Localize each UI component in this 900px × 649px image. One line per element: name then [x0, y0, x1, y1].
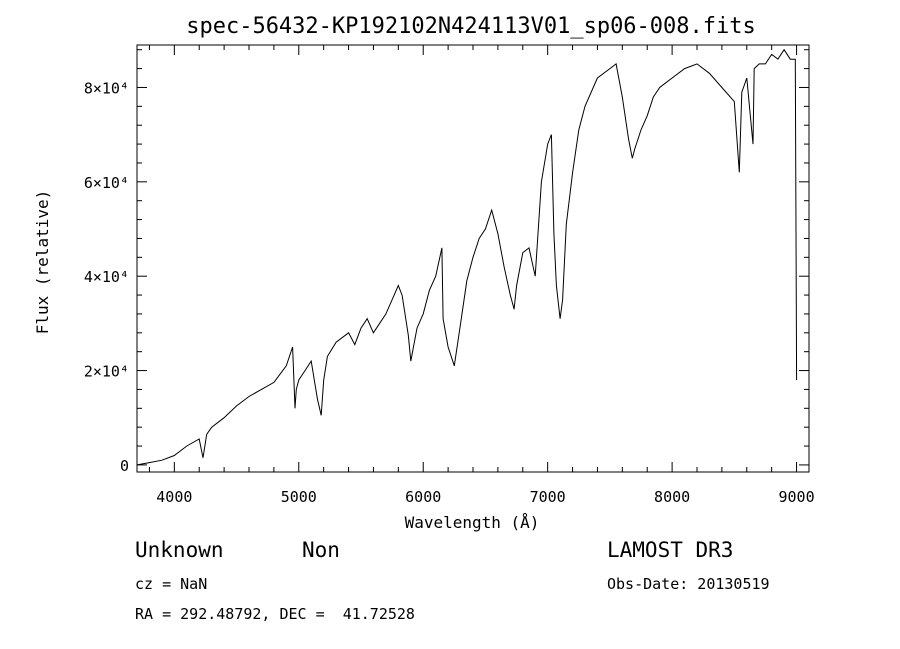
- survey-name: LAMOST DR3: [607, 538, 734, 562]
- observation-date: Obs-Date: 20130519: [607, 575, 770, 593]
- y-tick-label: 0: [120, 457, 129, 475]
- redshift-value: cz = NaN: [135, 575, 208, 593]
- sky-coordinates: RA = 292.48792, DEC = 41.72528: [135, 605, 415, 623]
- y-tick-label: 4×10⁴: [84, 268, 129, 286]
- x-axis-ticks: 4000 5000 6000 7000 8000 9000: [148, 45, 815, 506]
- x-tick-label: 9000: [778, 488, 814, 506]
- chart-title: spec-56432-KP192102N424113V01_sp06-008.f…: [186, 14, 756, 39]
- spectrum-chart: spec-56432-KP192102N424113V01_sp06-008.f…: [33, 14, 815, 532]
- x-tick-label: 5000: [281, 488, 317, 506]
- object-subclass: Non: [302, 538, 340, 562]
- x-tick-label: 6000: [405, 488, 441, 506]
- y-tick-label: 2×10⁴: [84, 363, 129, 381]
- x-tick-label: 8000: [654, 488, 690, 506]
- x-tick-label: 7000: [530, 488, 566, 506]
- y-tick-label: 6×10⁴: [84, 174, 129, 192]
- y-axis-ticks: 0 2×10⁴ 4×10⁴ 6×10⁴ 8×10⁴: [84, 49, 809, 475]
- x-axis-label: Wavelength (Å): [405, 513, 540, 532]
- y-tick-label: 8×10⁴: [84, 79, 129, 97]
- x-tick-label: 4000: [156, 488, 192, 506]
- object-class: Unknown: [135, 538, 224, 562]
- y-axis-label: Flux (relative): [33, 190, 52, 335]
- spectrum-line: [136, 48, 798, 466]
